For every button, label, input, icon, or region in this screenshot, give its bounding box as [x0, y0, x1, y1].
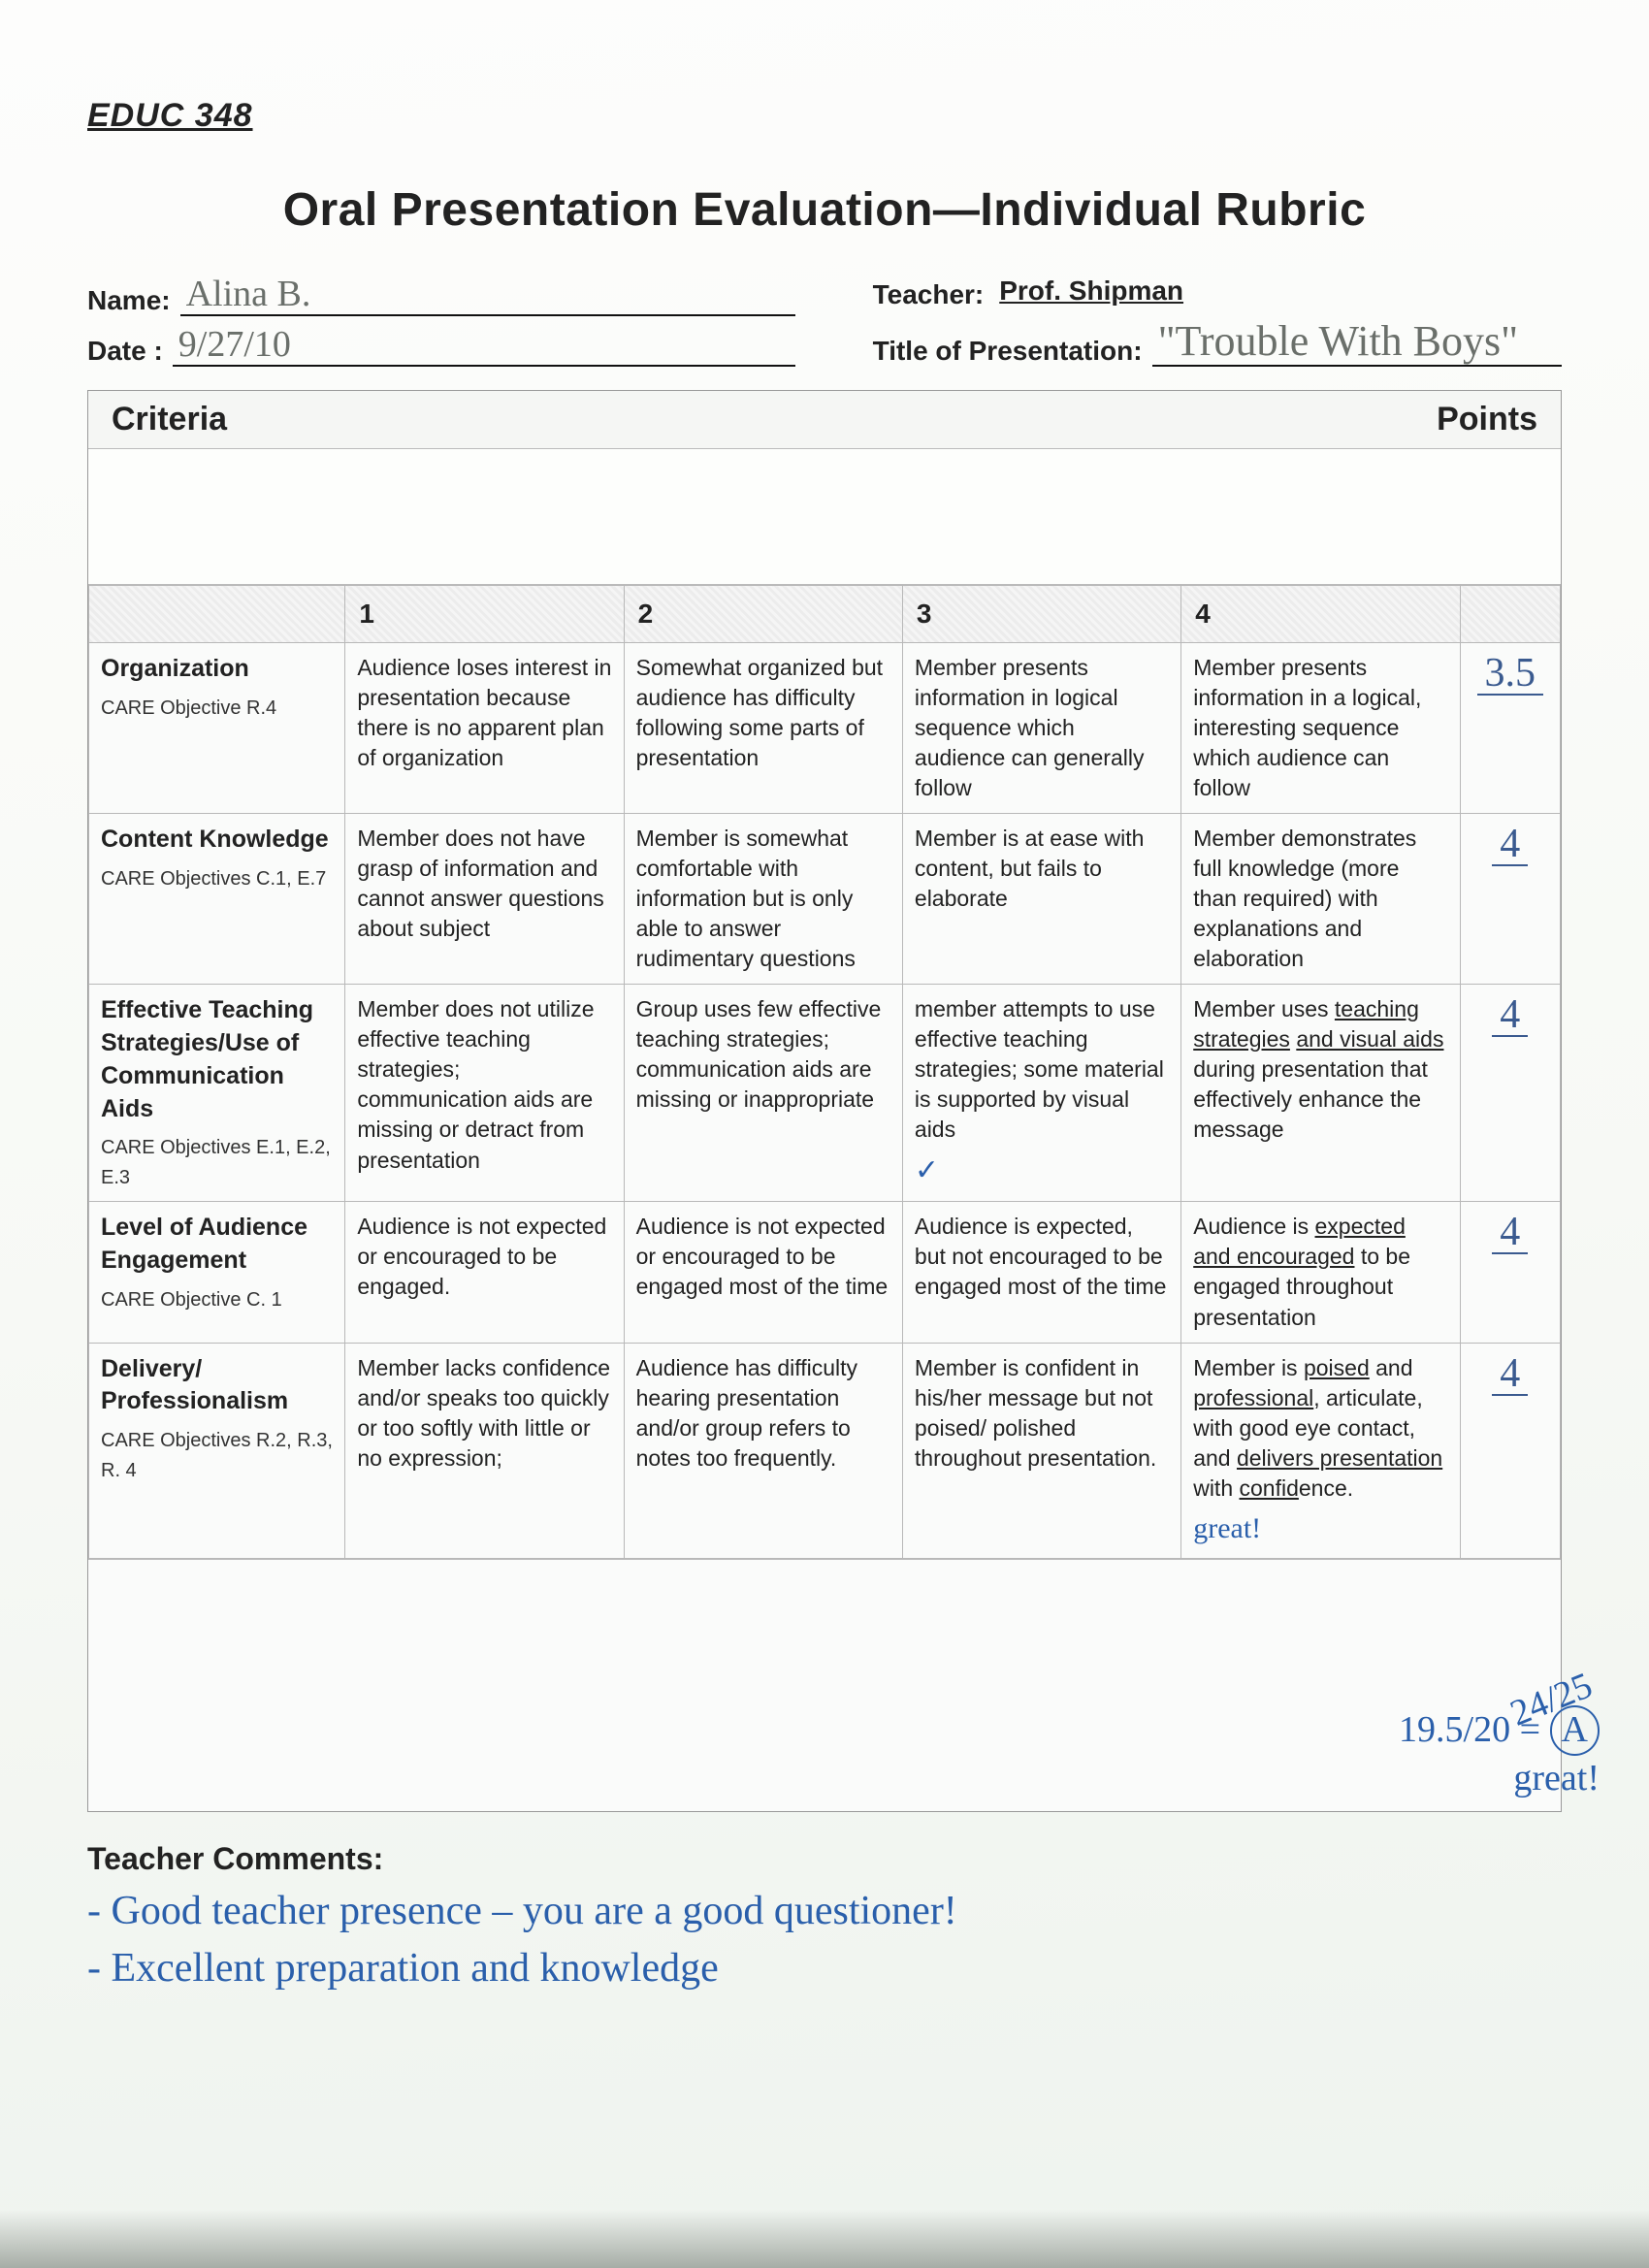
comment-line: - Excellent preparation and knowledge: [87, 1940, 1562, 1997]
level-3-header: 3: [902, 586, 1180, 643]
criterion-cell: Content Knowledge CARE Objectives C.1, E…: [89, 814, 345, 985]
level-header-row: 1 2 3 4: [89, 586, 1561, 643]
level-cell: Audience is expected and encouraged to b…: [1181, 1202, 1460, 1343]
level-cell: member attempts to use effective teachin…: [902, 985, 1180, 1202]
points-cell: 4: [1460, 1343, 1561, 1559]
score-value: 4: [1492, 824, 1528, 866]
comment-line: - Good teacher presence – you are a good…: [87, 1883, 1562, 1940]
criterion-title: Level of Audience Engagement: [101, 1212, 333, 1278]
level-4-header: 4: [1181, 586, 1460, 643]
criterion-cell: Effective Teaching Strategies/Use of Com…: [89, 985, 345, 1202]
points-cell: 4: [1460, 814, 1561, 985]
criterion-title: Delivery/ Professionalism: [101, 1353, 333, 1419]
blank-header: [89, 586, 345, 643]
name-value: Alina B.: [180, 275, 795, 316]
date-label: Date :: [87, 336, 163, 367]
rubric-table: 1 2 3 4 Organization CARE Objective R.4 …: [88, 585, 1561, 1559]
comments-block: Teacher Comments: - Good teacher presenc…: [87, 1841, 1562, 1997]
table-row: Effective Teaching Strategies/Use of Com…: [89, 985, 1561, 1202]
page: EDUC 348 Oral Presentation Evaluation—In…: [0, 0, 1649, 2268]
teacher-field: Teacher: Prof. Shipman: [873, 275, 1562, 310]
level-cell: Somewhat organized but audience has diff…: [624, 642, 902, 813]
level-cell: Member does not have grasp of informatio…: [345, 814, 624, 985]
teacher-value: Prof. Shipman: [993, 275, 1189, 310]
criterion-title: Organization: [101, 653, 333, 686]
course-code: EDUC 348: [87, 97, 1562, 135]
points-col-header: [1460, 586, 1561, 643]
level-cell: Member is somewhat comfortable with info…: [624, 814, 902, 985]
score-value: 4: [1492, 1353, 1528, 1396]
level-cell: Group uses few effective teaching strate…: [624, 985, 902, 1202]
scan-shadow: [0, 2210, 1649, 2268]
level-cell: Audience has difficulty hearing presenta…: [624, 1343, 902, 1559]
rubric-header-row: Criteria Points: [88, 391, 1561, 449]
table-row: Delivery/ Professionalism CARE Objective…: [89, 1343, 1561, 1559]
criterion-subnote: CARE Objective C. 1: [101, 1289, 282, 1311]
points-cell: 4: [1460, 1202, 1561, 1343]
criterion-subnote: CARE Objective R.4: [101, 697, 276, 719]
points-cell: 3.5: [1460, 642, 1561, 813]
margin-exclamation: great!: [1399, 1756, 1600, 1802]
table-row: Organization CARE Objective R.4 Audience…: [89, 642, 1561, 813]
rubric-spacer: [88, 449, 1561, 585]
presentation-title-field: Title of Presentation: "Trouble With Boy…: [873, 320, 1562, 367]
checkmark-icon: ✓: [915, 1151, 1169, 1191]
criterion-subnote: CARE Objectives E.1, E.2, E.3: [101, 1137, 331, 1188]
great-annotation: great!: [1193, 1509, 1447, 1549]
level-cell: Member demonstrates full knowledge (more…: [1181, 814, 1460, 985]
rubric-frame: Criteria Points 1 2 3 4: [87, 390, 1562, 1812]
level-cell: Member uses teaching strategies and visu…: [1181, 985, 1460, 1202]
criterion-subnote: CARE Objectives R.2, R.3, R. 4: [101, 1430, 333, 1481]
criterion-title: Content Knowledge: [101, 824, 333, 857]
table-row: Level of Audience Engagement CARE Object…: [89, 1202, 1561, 1343]
presentation-title-label: Title of Presentation:: [873, 336, 1143, 367]
level-1-header: 1: [345, 586, 624, 643]
criterion-cell: Delivery/ Professionalism CARE Objective…: [89, 1343, 345, 1559]
level-cell: Member presents information in logical s…: [902, 642, 1180, 813]
points-header: Points: [1437, 401, 1537, 438]
level-cell: Member presents information in a logical…: [1181, 642, 1460, 813]
date-value: 9/27/10: [173, 326, 795, 367]
level-cell: Member lacks confidence and/or speaks to…: [345, 1343, 624, 1559]
name-field: Name: Alina B.: [87, 275, 795, 316]
criterion-cell: Organization CARE Objective R.4: [89, 642, 345, 813]
teacher-label: Teacher:: [873, 279, 985, 310]
criterion-cell: Level of Audience Engagement CARE Object…: [89, 1202, 345, 1343]
name-label: Name:: [87, 285, 171, 316]
margin-notes: 24/25 19.5/20 = A great!: [1399, 1660, 1600, 1802]
presentation-title-value: "Trouble With Boys": [1152, 320, 1562, 367]
level-2-header: 2: [624, 586, 902, 643]
level-cell: Audience loses interest in presentation …: [345, 642, 624, 813]
page-title: Oral Presentation Evaluation—Individual …: [87, 183, 1562, 237]
score-value: 4: [1492, 1212, 1528, 1254]
cell-text: member attempts to use effective teachin…: [915, 996, 1164, 1142]
criterion-title: Effective Teaching Strategies/Use of Com…: [101, 994, 333, 1125]
comments-label: Teacher Comments:: [87, 1841, 1562, 1877]
criterion-subnote: CARE Objectives C.1, E.7: [101, 868, 326, 890]
level-cell: Member is at ease with content, but fail…: [902, 814, 1180, 985]
meta-row: Name: Alina B. Date : 9/27/10 Teacher: P…: [87, 275, 1562, 367]
rubric-bottom-gap: 24/25 19.5/20 = A great!: [88, 1559, 1561, 1811]
table-row: Content Knowledge CARE Objectives C.1, E…: [89, 814, 1561, 985]
score-value: 3.5: [1477, 653, 1544, 696]
level-cell: Member is confident in his/her message b…: [902, 1343, 1180, 1559]
level-cell: Audience is not expected or encouraged t…: [624, 1202, 902, 1343]
level-cell: Member is poised and professional, artic…: [1181, 1343, 1460, 1559]
comments-text: - Good teacher presence – you are a good…: [87, 1883, 1562, 1997]
date-field: Date : 9/27/10: [87, 326, 795, 367]
level-cell: Member does not utilize effective teachi…: [345, 985, 624, 1202]
criteria-header: Criteria: [112, 401, 227, 438]
level-cell: Audience is expected, but not encouraged…: [902, 1202, 1180, 1343]
level-cell: Audience is not expected or encouraged t…: [345, 1202, 624, 1343]
points-cell: 4: [1460, 985, 1561, 1202]
score-value: 4: [1492, 994, 1528, 1037]
